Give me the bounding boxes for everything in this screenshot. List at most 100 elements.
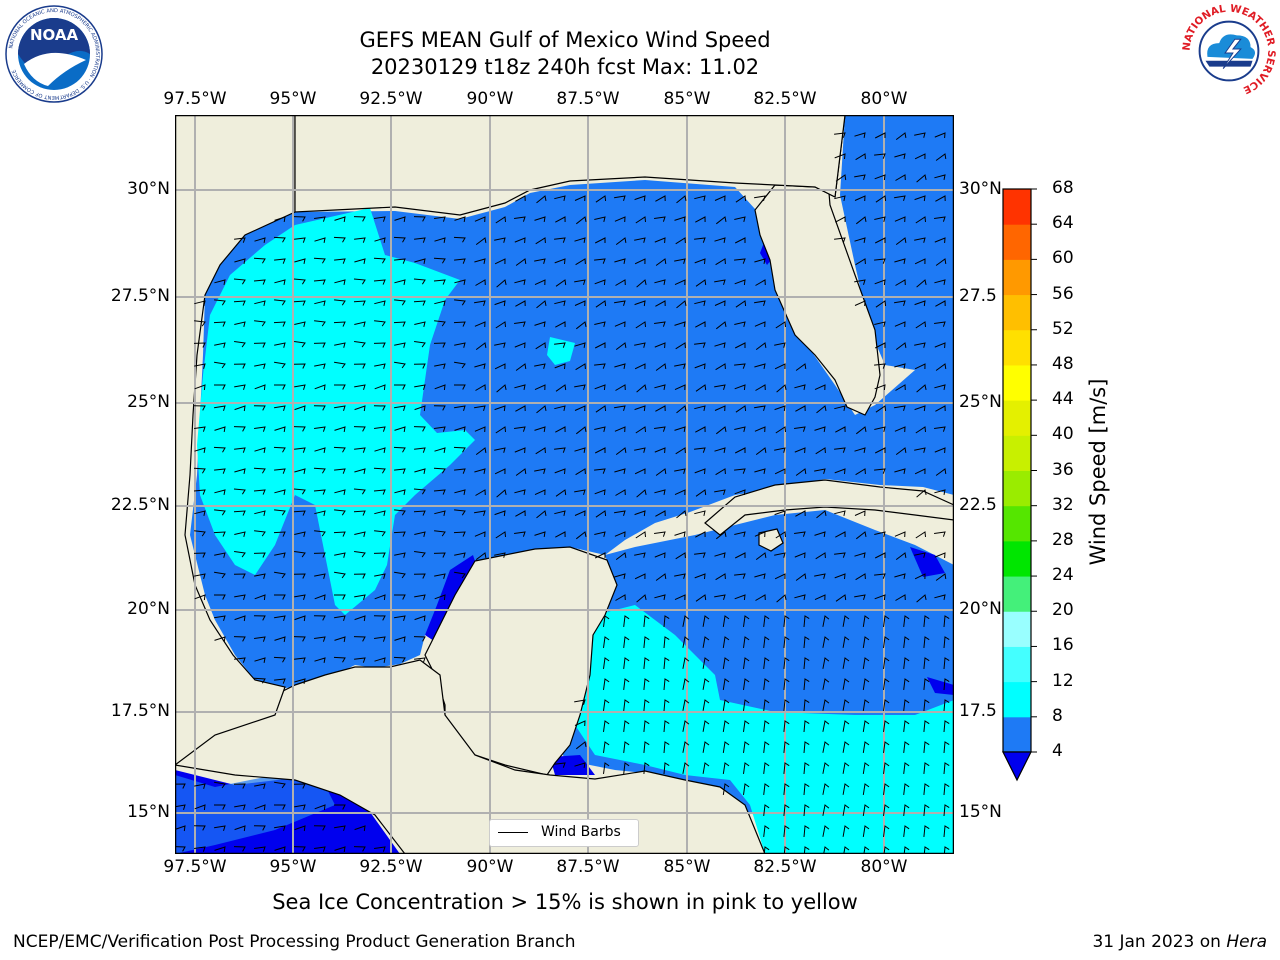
- wind-barb: [334, 552, 346, 558]
- colorbar-segment: [1003, 329, 1031, 366]
- wind-barb: [574, 762, 586, 768]
- wind-barb: [274, 825, 286, 831]
- wind-barb: [535, 342, 546, 350]
- wind-barb: [394, 279, 406, 285]
- colorbar-tick-label: 64: [1052, 213, 1074, 234]
- wind-barb: [634, 468, 646, 475]
- wind-barb: [894, 405, 906, 411]
- wind-barb: [194, 594, 206, 601]
- wind-barb: [654, 321, 666, 327]
- colorbar-tick-label: 20: [1052, 600, 1074, 621]
- wind-barb: [234, 447, 246, 453]
- wind-barb: [842, 678, 850, 690]
- wind-barb: [855, 258, 866, 266]
- wind-barb: [694, 468, 706, 475]
- wind-barb: [695, 321, 706, 328]
- wind-barb: [695, 216, 706, 223]
- wind-barb: [682, 615, 690, 627]
- wind-barb: [874, 447, 886, 454]
- wind-barb: [702, 762, 710, 774]
- wind-barb: [862, 636, 870, 648]
- wind-barb: [494, 447, 506, 453]
- wind-barb: [883, 825, 890, 837]
- wind-barb: [454, 426, 466, 432]
- wind-barb: [474, 300, 486, 306]
- wind-barb: [655, 468, 667, 476]
- wind-barb: [682, 636, 690, 648]
- wind-barb: [783, 657, 790, 669]
- legend-label: Wind Barbs: [541, 824, 621, 840]
- wind-barb: [194, 363, 206, 369]
- wind-barb: [754, 258, 766, 264]
- wind-barb: [935, 195, 946, 202]
- wind-barb: [454, 342, 466, 348]
- footer-credit: NCEP/EMC/Verification Post Processing Pr…: [13, 932, 576, 952]
- wind-barb: [175, 783, 186, 789]
- wind-barb: [923, 678, 930, 690]
- wind-barb: [634, 237, 646, 243]
- wind-barb: [743, 636, 750, 648]
- lat-label-right: 22.5: [959, 495, 997, 515]
- wind-barb: [475, 384, 486, 391]
- wind-barb: [935, 363, 947, 371]
- wind-barb: [393, 656, 406, 663]
- wind-barb: [234, 825, 246, 832]
- wind-barb: [334, 594, 346, 600]
- sea-ice-note: Sea Ice Concentration > 15% is shown in …: [272, 890, 858, 914]
- wind-barb: [454, 361, 466, 369]
- wind-barb: [676, 300, 687, 309]
- wind-barb: [734, 342, 746, 349]
- noaa-logo: NOAA NATIONAL OCEANIC AND ATMOSPHERIC AD…: [5, 5, 103, 103]
- wind-barb: [815, 552, 826, 560]
- colorbar-tick-label: 28: [1052, 529, 1074, 550]
- wind-barb: [575, 363, 586, 371]
- colorbar-tick-label: 68: [1052, 178, 1074, 198]
- wind-barb: [934, 552, 946, 559]
- wind-barb: [674, 321, 686, 327]
- wind-barb: [934, 384, 946, 390]
- wind-barb: [915, 426, 926, 434]
- wind-barb: [943, 783, 950, 796]
- wind-barb: [253, 342, 266, 348]
- wind-barb: [862, 825, 870, 837]
- wind-barb: [783, 699, 790, 711]
- wind-barb: [536, 510, 547, 519]
- wind-barb: [834, 552, 846, 558]
- wind-barb: [274, 552, 286, 558]
- wind-barb: [654, 384, 666, 390]
- wind-barb: [643, 678, 650, 690]
- wind-barb: [774, 552, 786, 558]
- wind-barb: [803, 741, 810, 754]
- wind-barb: [835, 531, 846, 538]
- wind-barb: [835, 594, 847, 602]
- wind-barb: [614, 300, 626, 306]
- wind-barb: [233, 426, 246, 432]
- wind-barb: [674, 384, 686, 391]
- wind-barb: [414, 384, 426, 390]
- wind-barb: [234, 531, 246, 538]
- wind-barb: [615, 342, 627, 350]
- wind-barb: [274, 804, 286, 810]
- wind-barb: [214, 825, 226, 831]
- wind-barb: [894, 300, 906, 306]
- wind-barb: [394, 552, 406, 558]
- lat-label-right: 20°N: [959, 599, 1002, 619]
- wind-barb: [314, 363, 326, 369]
- wind-barb: [834, 573, 846, 580]
- wind-barb: [314, 530, 326, 537]
- wind-barb: [754, 321, 766, 328]
- lon-label-bottom: 87.5°W: [556, 857, 620, 877]
- wind-barb: [434, 384, 446, 391]
- wind-barb: [714, 342, 726, 348]
- wind-barb: [843, 846, 850, 854]
- wind-barb: [903, 657, 910, 669]
- wind-barb: [874, 237, 886, 244]
- wind-barb: [535, 447, 546, 455]
- wind-barb: [694, 552, 706, 558]
- wind-barb: [695, 279, 707, 287]
- wind-barb: [934, 426, 946, 432]
- wind-barb: [374, 573, 386, 579]
- wind-barb: [514, 342, 526, 349]
- wind-barb: [874, 468, 886, 474]
- wind-barb: [862, 783, 870, 795]
